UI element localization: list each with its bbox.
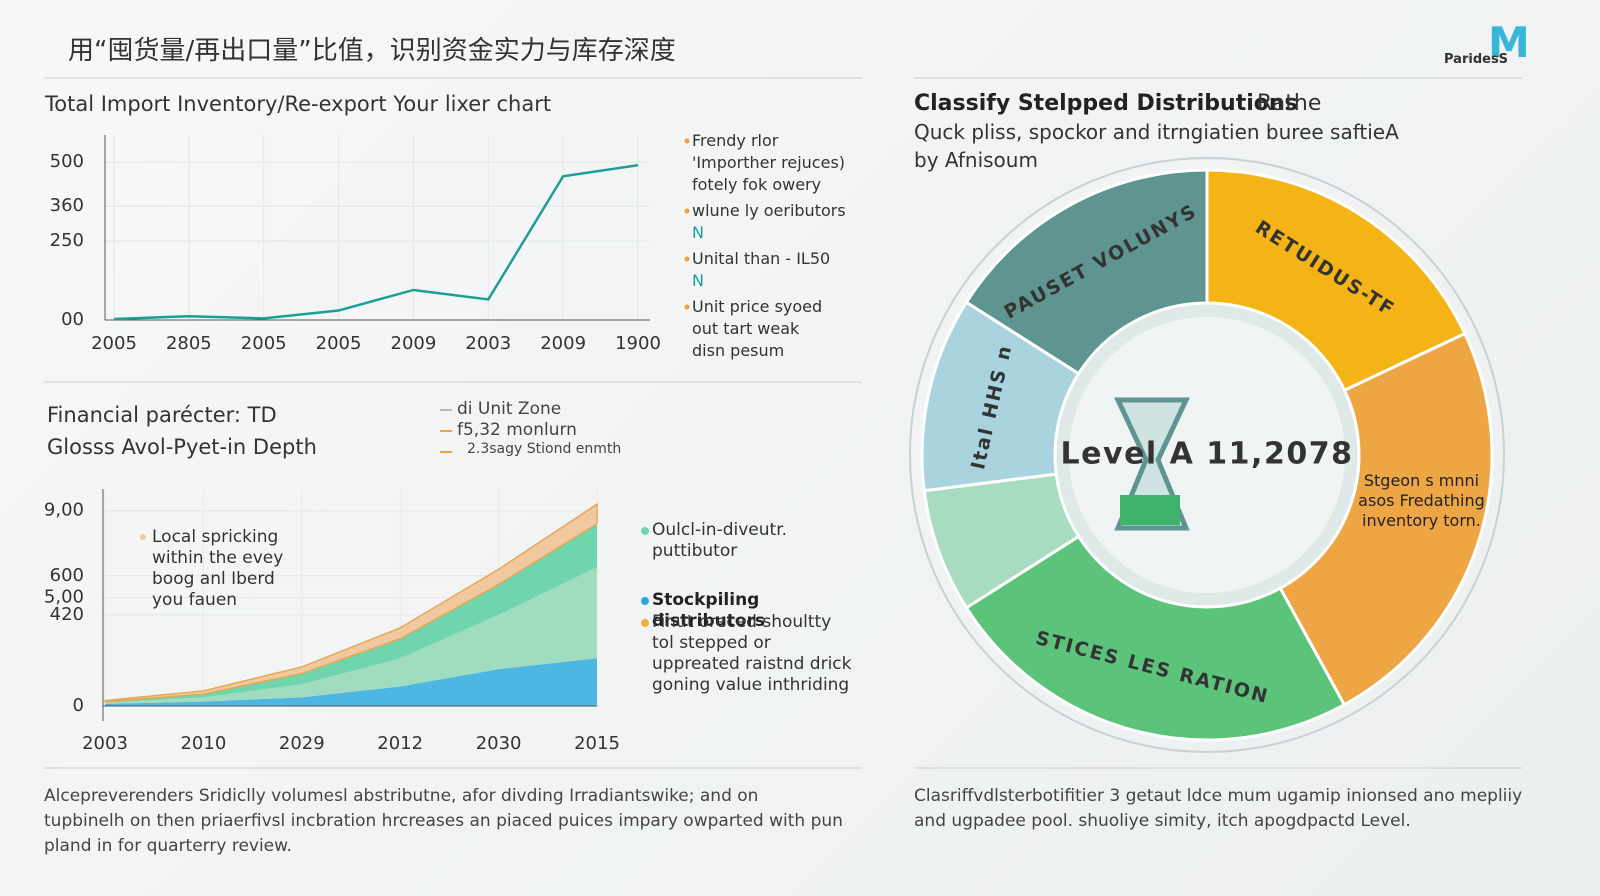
x-tick-label: 2003	[465, 333, 511, 354]
donut-segment	[964, 534, 1347, 742]
x-tick-label: 2015	[574, 733, 620, 754]
y-tick-label: 420	[50, 604, 84, 625]
note-text: out tart weak	[692, 319, 800, 338]
note-bullet	[684, 138, 690, 144]
page-title: 用“囤货量/再出口量”比值，识别资金实力与库存深度	[68, 36, 676, 66]
legend-text: Oulcl-in-diveutr. puttibutor	[652, 520, 788, 561]
x-tick-label: 2012	[377, 733, 423, 754]
area-series	[105, 523, 597, 703]
chart-title: Classify Stelpped Distributions	[914, 91, 1298, 116]
annotation: boog anl Iberd	[152, 569, 275, 589]
x-tick-label: 2009	[391, 333, 437, 354]
annotation: Local spricking	[152, 527, 279, 547]
x-tick-label: 2009	[540, 333, 586, 354]
note-bullet	[140, 534, 146, 540]
x-tick-label: 2005	[316, 333, 362, 354]
area-series	[105, 658, 597, 706]
hourglass-icon	[1114, 397, 1190, 531]
note-text: Unital than - IL50	[692, 249, 831, 268]
x-tick-label: 2010	[180, 733, 226, 754]
note-text: Unit price syoed	[692, 297, 823, 316]
x-tick-label: 2029	[279, 733, 325, 754]
area-series	[105, 567, 597, 704]
chart-title: Financial parécter: TD	[47, 403, 277, 427]
y-tick-label: 9,00	[44, 500, 84, 521]
y-tick-label: 5,00	[44, 587, 84, 608]
donut-segment	[1205, 168, 1467, 393]
segment-label: Stgeon s mnni asos Fredathing inventory …	[1358, 471, 1485, 531]
logo-text: ParidesS	[1444, 52, 1509, 67]
chart-subtitle: Quck pliss, spockor and itrngiatien bure…	[914, 120, 1399, 144]
footer-left: Alcepreverenders Sridiclly volumesl abst…	[44, 786, 843, 856]
chart-title: Glosss Avol-Pyet-in Depth	[47, 435, 317, 459]
legend-text: Finut oreced shoultty tol stepped or upp…	[652, 612, 852, 695]
area-series	[104, 502, 598, 703]
chart-subtitle: by Afnisoum	[914, 148, 1038, 172]
note-text: N	[692, 223, 704, 242]
x-tick-label: 2005	[91, 333, 137, 354]
x-tick-label: 2005	[241, 333, 287, 354]
chart-title-tail: Rathe	[1257, 91, 1322, 116]
x-tick-label: 2003	[82, 733, 128, 754]
line-series	[113, 163, 639, 321]
x-tick-label: 2030	[476, 733, 522, 754]
note-bullet	[684, 304, 690, 310]
legend-dot	[641, 597, 649, 605]
note-text: disn pesum	[692, 341, 785, 360]
chart-title: Total Import Inventory/Re-export Your li…	[45, 92, 552, 116]
legend-text: 2.3sagy Stiond enmth	[467, 441, 622, 457]
x-tick-label: 1900	[615, 333, 661, 354]
logo-mark: M	[1488, 18, 1530, 67]
note-bullet	[684, 256, 690, 262]
legend-dot	[641, 527, 649, 535]
y-tick-label: 360	[50, 195, 84, 216]
center-label: Level A 11,2078	[1061, 437, 1354, 472]
ring-outline	[909, 157, 1505, 753]
donut-segment	[964, 168, 1209, 376]
y-tick-label: 500	[50, 151, 84, 172]
y-tick-label: 0	[73, 695, 84, 716]
note-text: N	[692, 271, 704, 290]
note-text: fotely fok owery	[692, 175, 822, 194]
annotation: within the evey	[152, 548, 284, 568]
x-tick-label: 2805	[166, 333, 212, 354]
annotation: you fauen	[152, 590, 238, 610]
legend-dot	[641, 619, 649, 627]
note-text: wlune ly oeributors	[692, 201, 846, 220]
legend-text: f5,32 monlurn	[457, 420, 577, 440]
legend-text: Stockpiling distributors	[652, 590, 766, 631]
legend-text: di Unit Zone	[457, 399, 562, 419]
footer-right: Clasriffvdlsterbotifitier 3 getaut ldce …	[914, 786, 1523, 831]
donut-segment	[1278, 331, 1494, 707]
y-tick-label: 00	[61, 309, 84, 330]
y-tick-label: 250	[50, 230, 84, 251]
note-text: 'Importher rejuces)	[692, 153, 846, 172]
note-text: Frendy rlor	[692, 131, 779, 150]
note-bullet	[684, 208, 690, 214]
y-tick-label: 600	[50, 565, 84, 586]
